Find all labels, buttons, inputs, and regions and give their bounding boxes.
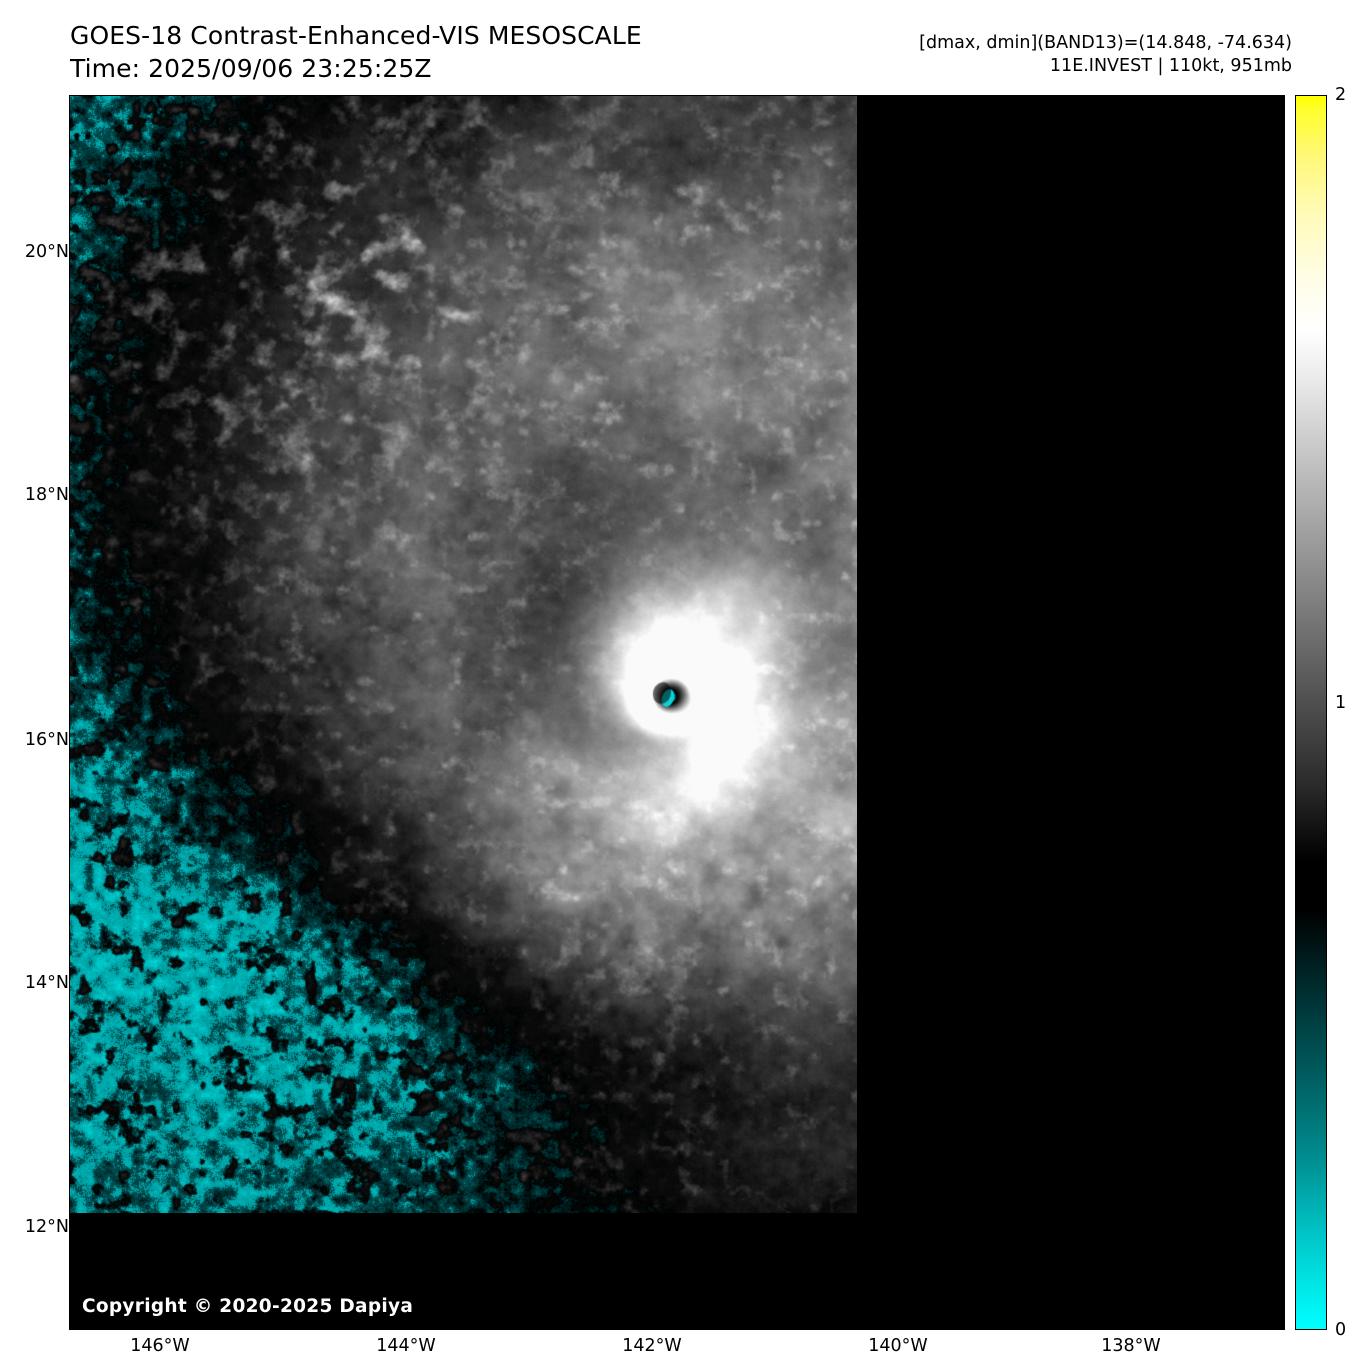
lat-tick-12: 12°N	[25, 1217, 69, 1237]
lat-tick-20: 20°N	[25, 242, 69, 262]
timestamp-label: Time: 2025/09/06 23:25:25Z	[70, 53, 432, 83]
copyright-bar: Copyright © 2020-2025 Dapiya	[70, 1285, 1284, 1329]
satellite-data-swath	[70, 96, 857, 1213]
colorbar-gradient	[1295, 95, 1327, 1330]
colorbar-tick-2: 2	[1335, 85, 1347, 105]
colorbar-tick-0: 0	[1335, 1320, 1347, 1340]
lat-tick-label: 14°N	[24, 973, 69, 993]
dminmax-label: [dmax, dmin](BAND13)=(14.848, -74.634)	[919, 33, 1292, 53]
colorbar[interactable]: 2 1 0	[1295, 85, 1346, 1340]
header-left-block: GOES-18 Contrast-Enhanced-VIS MESOSCALE …	[70, 20, 642, 85]
header-right-block: [dmax, dmin](BAND13)=(14.848, -74.634) 1…	[919, 32, 1292, 78]
storm-intensity-label: 11E.INVEST | 110kt, 951mb	[1049, 56, 1292, 77]
lon-tick-142: 142°W	[622, 1336, 682, 1356]
lat-tick-label: 16°N	[24, 730, 69, 750]
lon-tick-138: 138°W	[1101, 1336, 1161, 1356]
lon-tick-146: 146°W	[130, 1336, 190, 1356]
lat-tick-14: 14°N	[25, 973, 69, 993]
lat-tick-label: 20°N	[24, 242, 69, 262]
lat-tick-16: 16°N	[25, 730, 69, 750]
lon-tick-140: 140°W	[868, 1336, 928, 1356]
page-title: GOES-18 Contrast-Enhanced-VIS MESOSCALE	[70, 21, 642, 50]
lon-tick-144: 144°W	[376, 1336, 436, 1356]
copyright-label: Copyright © 2020-2025 Dapiya	[82, 1296, 414, 1317]
lat-tick-label: 18°N	[24, 485, 69, 505]
satellite-image-plot[interactable]: Copyright © 2020-2025 Dapiya	[69, 95, 1285, 1330]
colorbar-tick-1: 1	[1335, 693, 1347, 713]
lat-tick-18: 18°N	[25, 485, 69, 505]
hurricane-imagery-canvas	[70, 96, 857, 1213]
lat-tick-label: 12°N	[24, 1217, 69, 1237]
